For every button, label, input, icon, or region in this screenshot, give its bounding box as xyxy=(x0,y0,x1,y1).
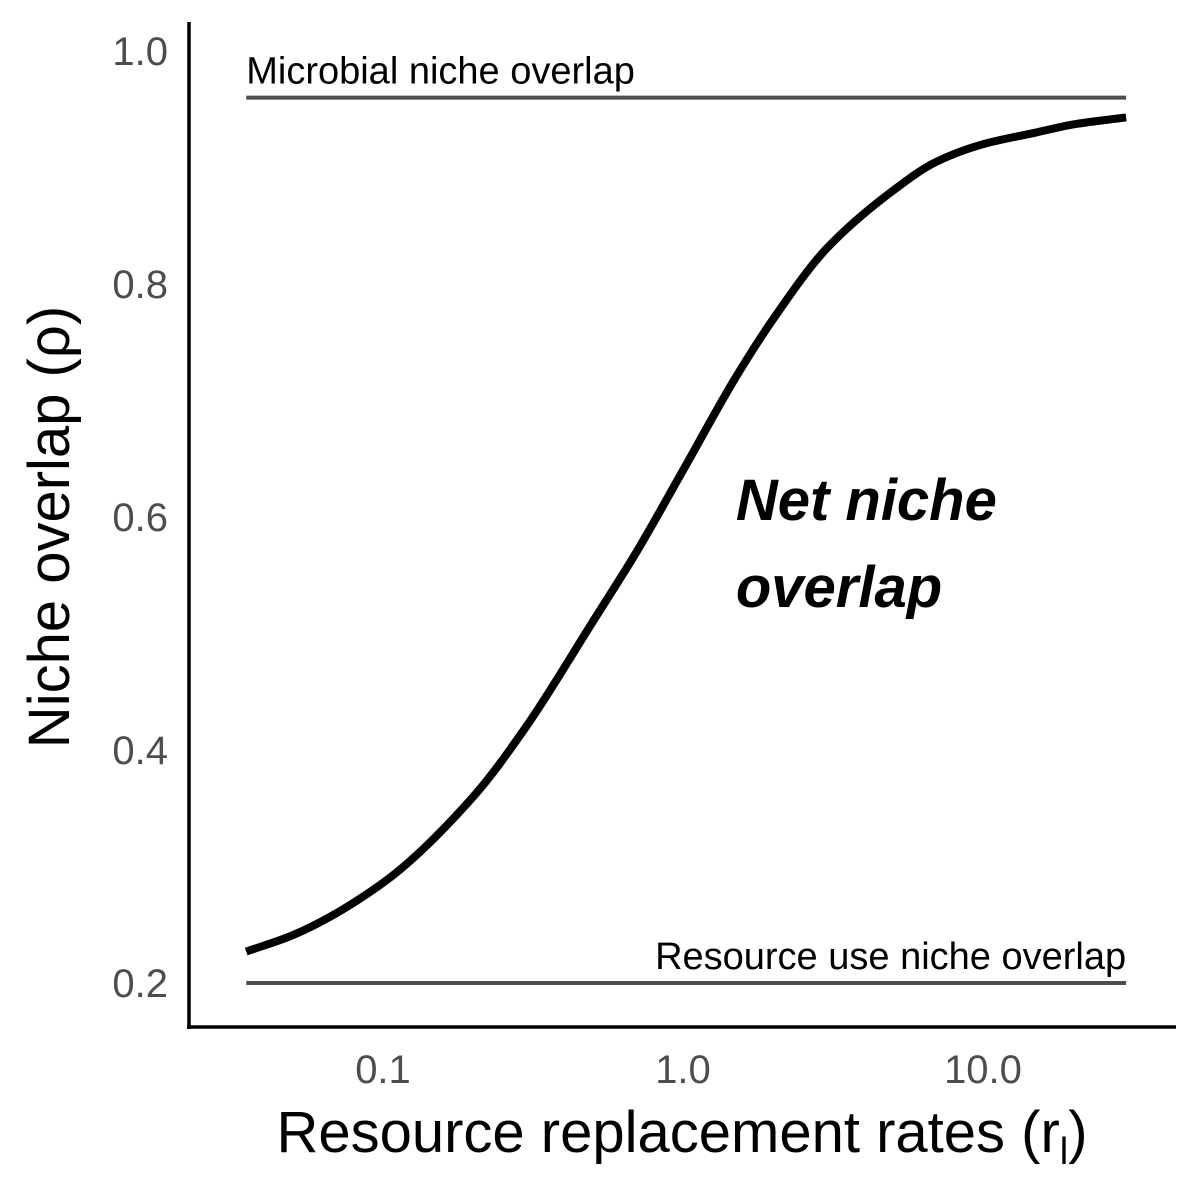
reference-line-label: Microbial niche overlap xyxy=(246,51,635,93)
y-tick-labels: 0.2 0.4 0.6 0.8 1.0 xyxy=(112,30,168,1006)
y-tick-label: 0.8 xyxy=(112,263,168,307)
y-tick-label: 1.0 xyxy=(112,30,168,74)
x-axis-title-close: ) xyxy=(1068,1100,1087,1165)
curve-annotation: Net niche overlap xyxy=(736,468,1013,620)
x-axis-title: Resource replacement rates (rl) xyxy=(276,1100,1087,1173)
x-tick-label: 0.1 xyxy=(355,1048,411,1092)
x-tick-label: 1.0 xyxy=(655,1048,711,1092)
x-tick-labels: 0.1 1.0 10.0 xyxy=(355,1048,1022,1092)
y-tick-label: 0.2 xyxy=(112,962,168,1006)
x-axis-title-subscript: l xyxy=(1060,1131,1068,1173)
annotation-line-2: overlap xyxy=(736,555,942,620)
x-axis-title-text: Resource replacement rates (r xyxy=(276,1100,1059,1165)
net-niche-overlap-curve xyxy=(244,113,1127,956)
reference-lines: Microbial niche overlap Resource use nich… xyxy=(246,51,1127,985)
reference-line-label: Resource use niche overlap xyxy=(655,936,1126,978)
x-tick-label: 10.0 xyxy=(944,1048,1022,1092)
y-tick-label: 0.4 xyxy=(112,729,168,773)
y-tick-label: 0.6 xyxy=(112,496,168,540)
y-axis-title: Niche overlap (ρ) xyxy=(17,306,82,748)
annotation-line-1: Net niche xyxy=(736,468,997,533)
